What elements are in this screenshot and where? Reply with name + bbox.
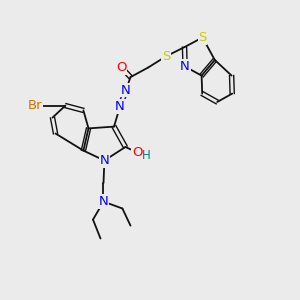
Text: N: N <box>100 154 109 167</box>
Text: Br: Br <box>28 99 43 112</box>
Text: S: S <box>198 31 207 44</box>
Text: H: H <box>141 149 150 162</box>
Text: N: N <box>180 60 190 73</box>
Text: O: O <box>116 61 127 74</box>
Text: N: N <box>115 100 125 113</box>
Text: S: S <box>162 50 170 63</box>
Text: N: N <box>99 195 108 208</box>
Text: O: O <box>132 146 143 159</box>
Text: N: N <box>121 83 131 97</box>
